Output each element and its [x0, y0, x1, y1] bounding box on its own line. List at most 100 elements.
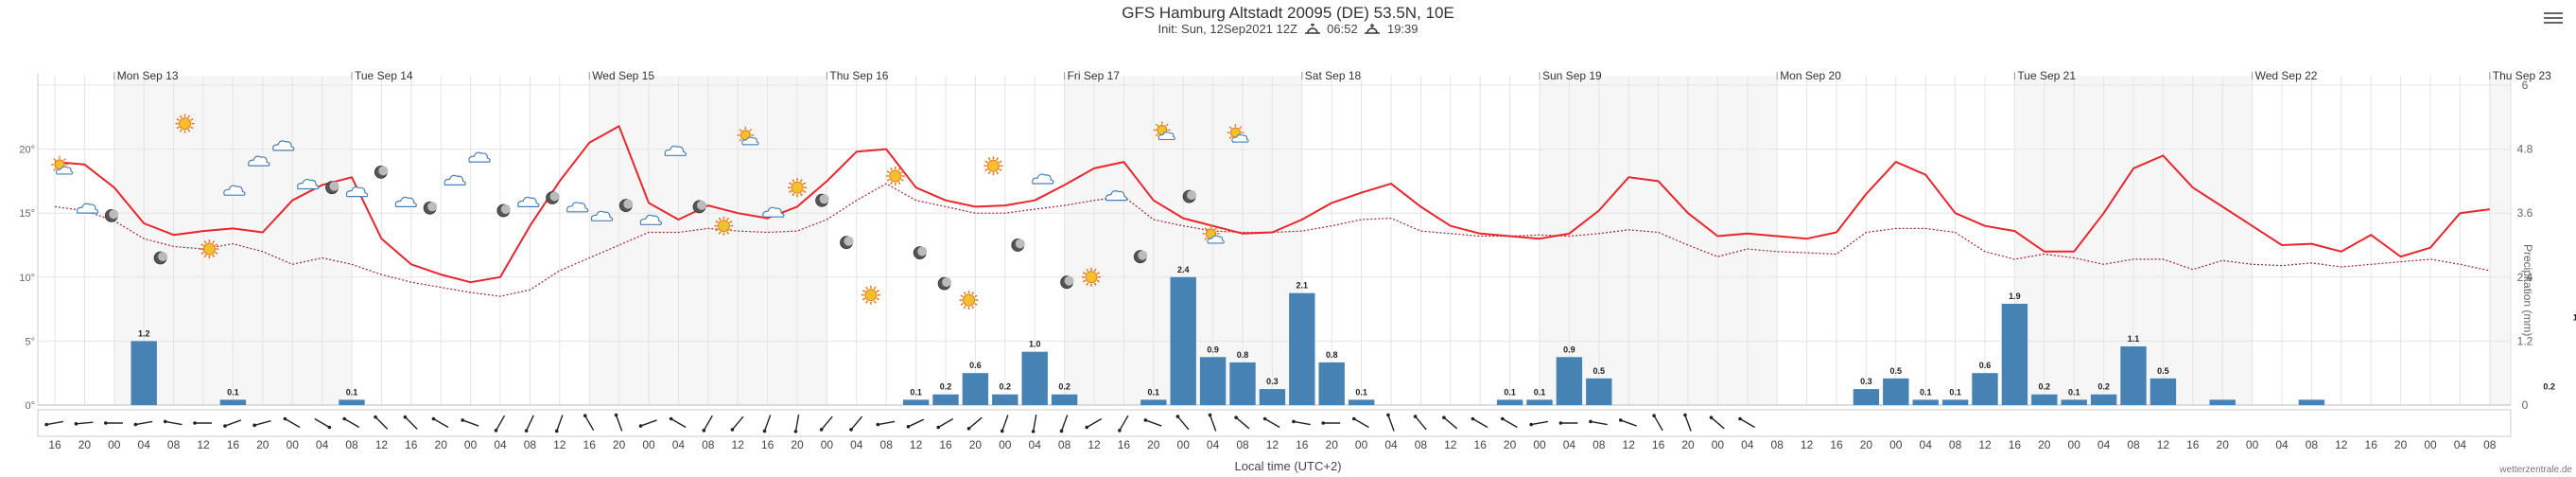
- time-tick-label: 00: [1533, 438, 1546, 451]
- right-tick-label: 2.4: [2517, 271, 2533, 284]
- cloud-icon: [76, 203, 99, 214]
- sun-ray: [190, 117, 194, 121]
- wind-head: [374, 415, 377, 419]
- time-tick-label: 08: [524, 438, 537, 451]
- wind-head: [193, 421, 197, 425]
- time-tick-label: 12: [1444, 438, 1457, 451]
- cloud-shape: [1105, 190, 1128, 202]
- moon-shade: [1064, 275, 1074, 286]
- wind-shaft: [1590, 420, 1608, 426]
- precip-bar: [1526, 399, 1553, 405]
- precip-bar: [1496, 399, 1523, 405]
- precip-data-label: 0.1: [346, 387, 358, 397]
- time-tick-label: 16: [1474, 438, 1488, 451]
- cloud-shape: [566, 202, 589, 213]
- left-tick-label: 5°: [25, 336, 35, 347]
- wind-arrow: [431, 416, 449, 429]
- wind-head: [906, 425, 911, 429]
- precip-bar: [992, 394, 1018, 405]
- wind-shaft: [763, 415, 772, 432]
- cloud-shape: [1231, 133, 1249, 143]
- wind-head: [1413, 415, 1418, 418]
- cloud-shape: [345, 186, 369, 198]
- wind-arrow: [1558, 421, 1578, 425]
- sunset-time: 19:39: [1386, 22, 1419, 36]
- precip-data-label: 0.2: [2097, 382, 2110, 392]
- hamburger-menu-icon[interactable]: [2544, 9, 2563, 25]
- time-tick-label: 08: [345, 438, 358, 451]
- wind-head: [1000, 429, 1004, 433]
- sun-ray: [215, 251, 218, 255]
- moon-shade: [917, 246, 928, 256]
- moon-icon: [153, 251, 168, 265]
- wind-head: [1442, 415, 1446, 420]
- wind-arrow: [314, 417, 332, 430]
- wind-arrow: [1000, 415, 1009, 433]
- time-tick-label: 16: [939, 438, 952, 451]
- time-tick-label: 08: [880, 438, 894, 451]
- sun-ray: [974, 302, 978, 306]
- wind-arrow: [876, 420, 896, 427]
- cloud-icon: [639, 214, 662, 225]
- sun-ray: [53, 168, 57, 171]
- cloud-icon: [1032, 173, 1054, 185]
- moon-icon: [496, 203, 511, 218]
- precip-bar: [2031, 394, 2058, 405]
- wind-shaft: [1119, 415, 1129, 432]
- cloud-icon: [590, 210, 614, 221]
- wind-arrow: [793, 415, 800, 433]
- wind-head: [819, 428, 824, 432]
- wind-head: [1352, 416, 1356, 421]
- wind-head: [342, 416, 347, 421]
- wind-arrow: [936, 417, 954, 430]
- time-tick-label: 16: [2186, 438, 2200, 451]
- precip-bar: [1140, 399, 1167, 405]
- wind-arrow: [1683, 413, 1692, 432]
- moon-icon: [840, 236, 854, 250]
- wind-shaft: [1176, 415, 1190, 431]
- cloud-shape: [248, 155, 270, 167]
- sun-icon: [861, 285, 880, 305]
- left-tick-label: 15°: [19, 208, 35, 220]
- precip-data-label: 1.1: [2128, 334, 2140, 344]
- sun-ray: [1155, 133, 1158, 137]
- right-tick-label: 6: [2522, 79, 2529, 92]
- time-tick-label: 00: [642, 438, 655, 451]
- moon-shade: [819, 194, 829, 204]
- precip-bar: [2090, 394, 2117, 405]
- wind-arrow: [702, 415, 713, 433]
- wind-shaft: [908, 418, 925, 428]
- time-tick-label: 00: [1889, 438, 1903, 451]
- precip-bar: [1051, 394, 1078, 405]
- wind-arrow: [1292, 419, 1311, 426]
- precip-bar: [1883, 378, 1909, 405]
- time-tick-label: 08: [1949, 438, 1962, 451]
- sun-disc: [202, 242, 216, 256]
- wind-shaft: [1264, 417, 1280, 429]
- cloud-shape: [664, 145, 687, 156]
- precip-data-label: 0.8: [1326, 350, 1338, 360]
- wind-head: [1501, 416, 1505, 421]
- time-tick-label: 20: [2217, 438, 2230, 451]
- cloud-shape: [590, 210, 614, 221]
- precip-data-label: 0.1: [1148, 387, 1160, 397]
- sun-ray: [739, 138, 742, 142]
- precip-data-label: 0.5: [2157, 366, 2169, 376]
- time-tick-label: 20: [1147, 438, 1160, 451]
- wind-head: [554, 429, 559, 433]
- wind-head: [1558, 421, 1563, 425]
- wind-arrow: [104, 421, 123, 425]
- wind-arrow: [163, 419, 183, 426]
- moon-shade: [1187, 190, 1197, 201]
- time-tick-label: 04: [1741, 438, 1754, 451]
- wind-arrow: [1709, 415, 1725, 430]
- cloud-icon: [1105, 190, 1128, 202]
- precip-data-label: 0.9: [1207, 344, 1219, 354]
- precip-data-label: 1.9: [2009, 292, 2021, 301]
- time-tick-label: 00: [464, 438, 478, 451]
- wind-head: [283, 416, 287, 421]
- sun-icon: [885, 167, 905, 186]
- time-tick-label: 12: [732, 438, 745, 451]
- sun-ray: [1096, 272, 1101, 274]
- time-tick-label: 12: [553, 438, 566, 451]
